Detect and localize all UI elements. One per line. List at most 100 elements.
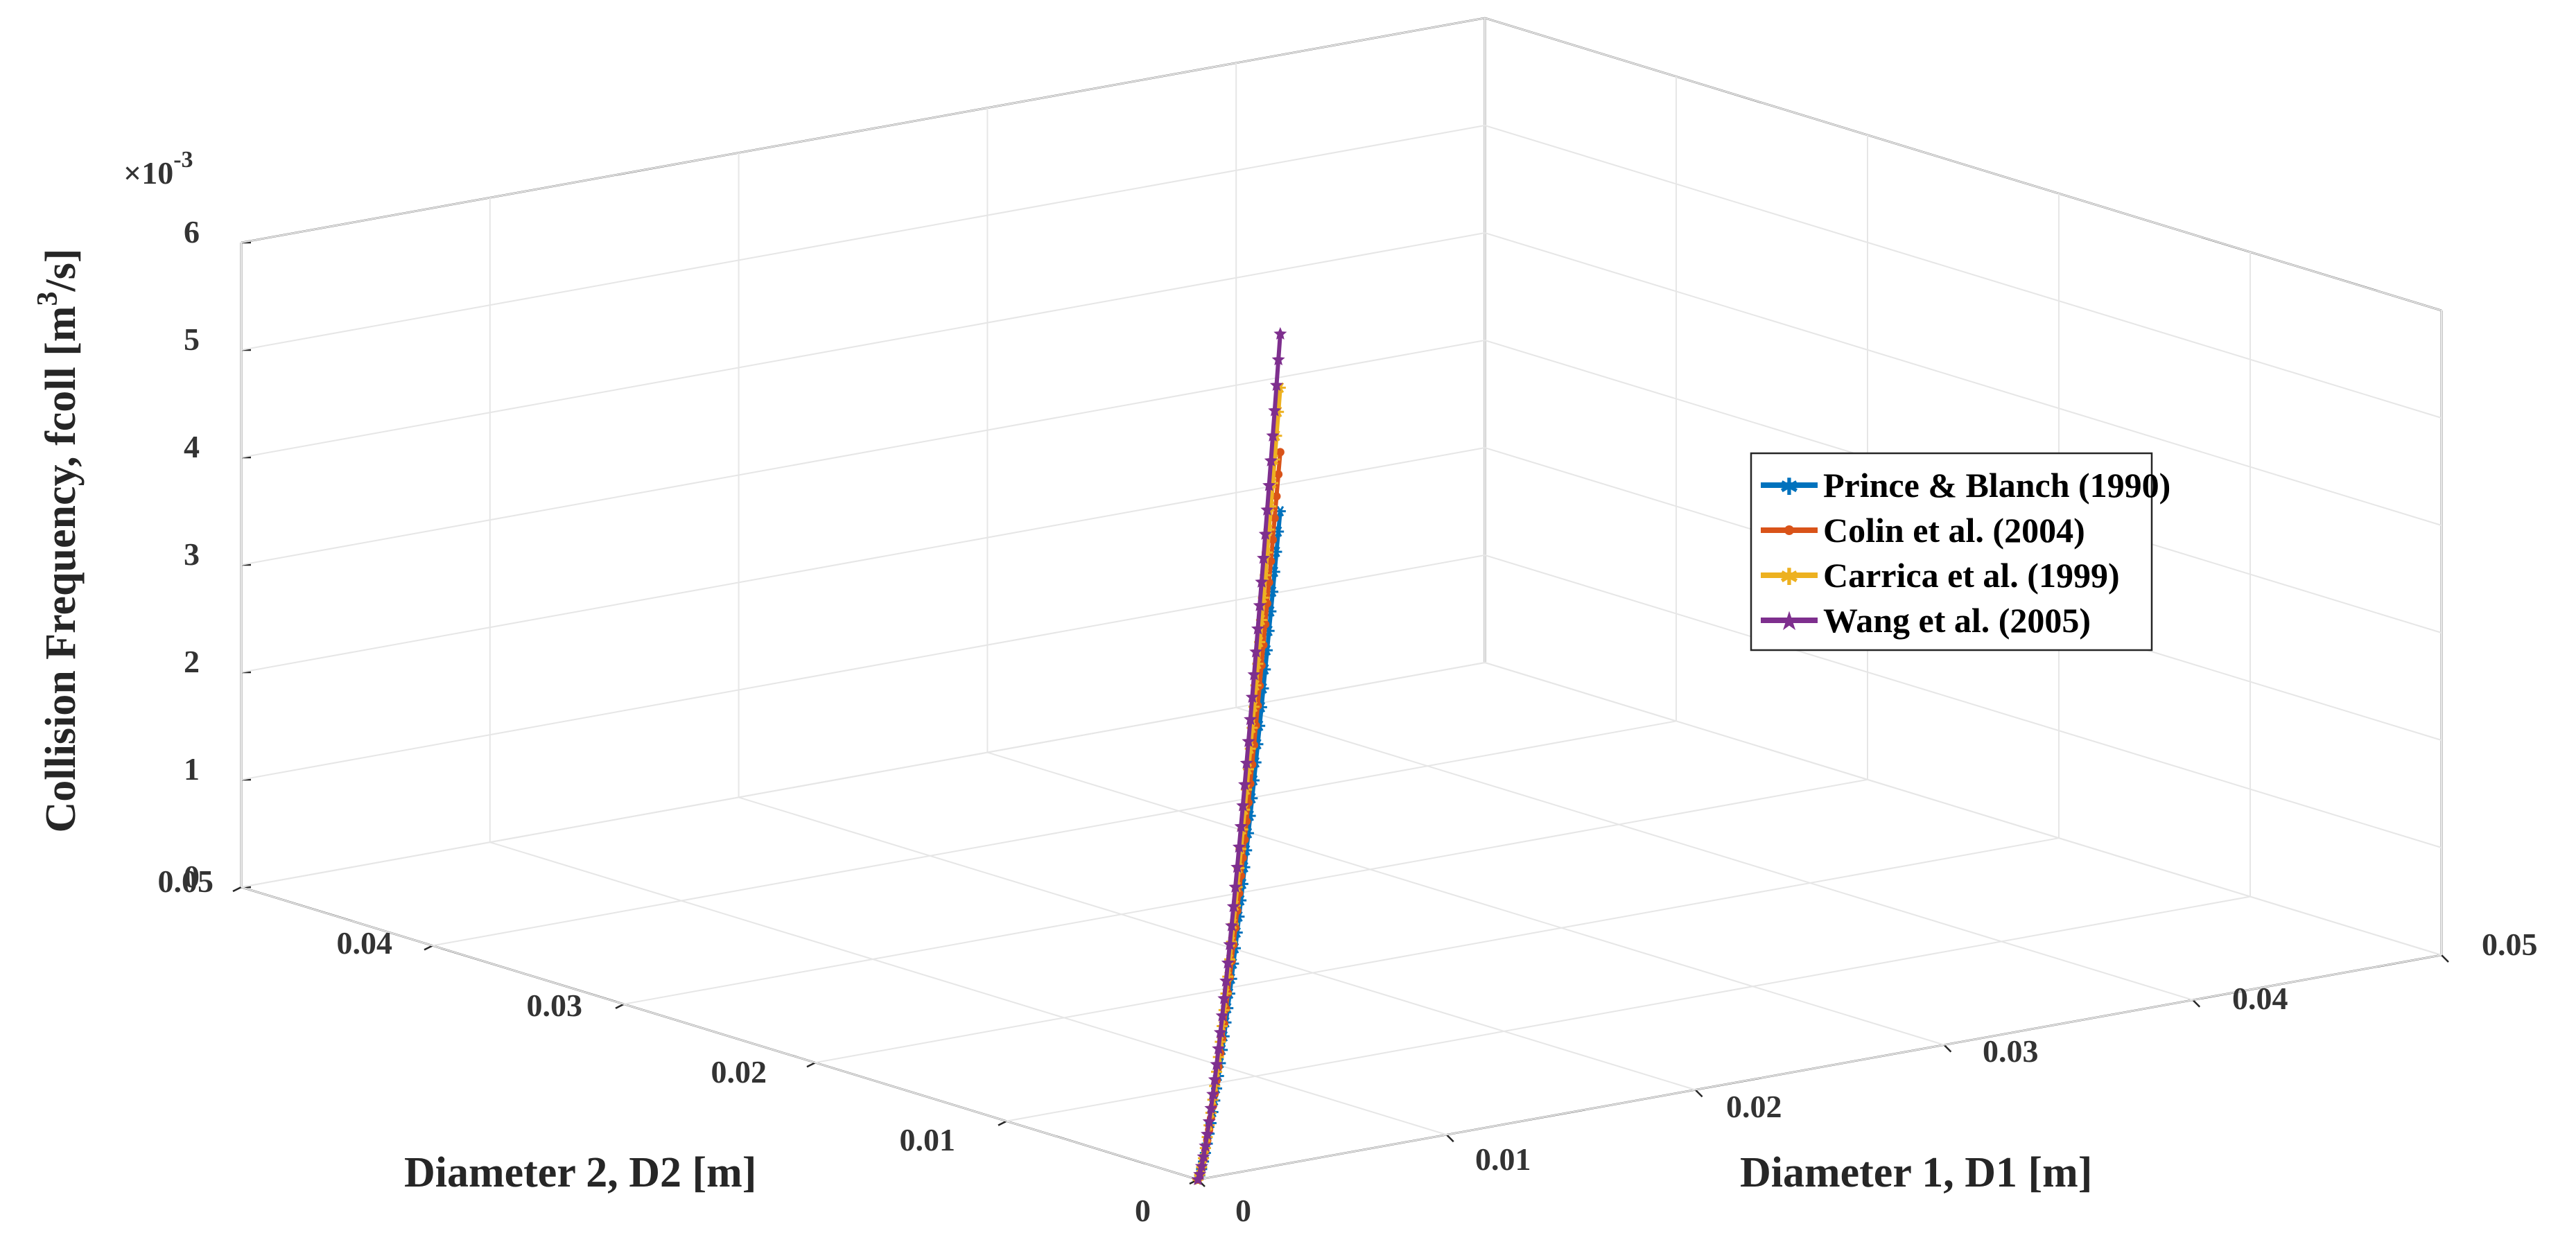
z-axis-label: Collision Frequency, fcoll [m3/s]: [32, 248, 85, 832]
legend-label-3: Wang et al. (2005): [1823, 601, 2091, 640]
legend-star-3: ★: [1777, 606, 1801, 636]
d1-tick-1: 0.01: [1475, 1142, 1531, 1177]
z-multiplier: ×10-3: [123, 147, 193, 191]
series-3-point-10: [1210, 1057, 1224, 1070]
z-tick-1: 1: [184, 751, 200, 787]
d2-tick-0: 0: [1135, 1193, 1151, 1228]
series-3-point-7: [1204, 1101, 1218, 1114]
series-3-point-38: [1262, 478, 1276, 491]
floor-grid-d2-2: [815, 837, 2060, 1064]
series-3-point-43: [1271, 353, 1285, 366]
z-tick-0: 0: [184, 859, 200, 894]
floor-grid-d2-3: [623, 778, 1868, 1005]
d2-tick-mark-2: [806, 1062, 816, 1068]
series-1-point-42: [1272, 492, 1281, 501]
series-3-point-36: [1258, 527, 1272, 540]
series-3-point-20: [1228, 880, 1242, 893]
legend-asterisk-2: ✱: [1779, 563, 1800, 591]
series-3-point-3: [1196, 1150, 1210, 1163]
legend-entry-0: ✱ Prince & Blanch (1990): [1761, 466, 2170, 505]
series-3-point-39: [1264, 453, 1278, 466]
d2-tick-mark-3: [615, 1003, 625, 1009]
series-3-point-2: [1194, 1159, 1208, 1172]
series-1-point-39: [1267, 557, 1276, 566]
d2-axis-label: Diameter 2, D2 [m]: [404, 1149, 756, 1196]
series-3-point-31: [1249, 645, 1263, 658]
legend-asterisk-0: ✱: [1779, 473, 1800, 501]
legend-box: [1750, 452, 2153, 651]
series-3-point-16: [1221, 956, 1235, 969]
series-3-point-12: [1213, 1025, 1227, 1038]
d1-tick-mark-5: [2441, 954, 2449, 963]
floor-grid-d1-1: [489, 841, 1447, 1136]
sidewall-grid-h-4: [1484, 232, 2442, 526]
series-3-point-22: [1232, 840, 1246, 853]
d1-tick-5: 0.05: [2482, 927, 2538, 962]
d2-tick-1: 0.01: [900, 1122, 956, 1157]
legend-dot-1: [1784, 525, 1794, 535]
series-3-point-14: [1217, 991, 1231, 1004]
series-3-point-40: [1266, 428, 1280, 441]
series-1-point-44: [1276, 448, 1285, 457]
series-3-point-27: [1242, 734, 1255, 747]
d2-tick-mark-1: [998, 1120, 1007, 1126]
series-3-point-18: [1225, 918, 1239, 931]
d2-tick-mark-5: [232, 886, 242, 893]
series-3-point-15: [1219, 974, 1233, 987]
legend-label-0: Prince & Blanch (1990): [1823, 466, 2170, 505]
d2-tick-mark-4: [424, 945, 433, 951]
series-3-point-9: [1208, 1072, 1221, 1085]
series-3: [1191, 326, 1287, 1186]
z-tick-labels: 0 1 2 3 4 5 6: [184, 214, 200, 894]
series-3-point-13: [1215, 1008, 1229, 1022]
series-2: [1192, 382, 1286, 1185]
z-tick-5: 5: [184, 322, 200, 357]
d2-tick-3: 0.03: [527, 988, 583, 1023]
floor-grid-d2-1: [1006, 895, 2251, 1122]
d1-tick-mark-1: [1445, 1134, 1454, 1143]
floor-grid-d2-4: [432, 720, 1677, 947]
d2-tick-4: 0.04: [337, 925, 393, 961]
legend-label-2: Carrica et al. (1999): [1823, 556, 2120, 595]
sidewall-grid-h-6: [1484, 17, 2442, 311]
series-3-point-29: [1245, 690, 1259, 703]
series-3-point-44: [1273, 326, 1287, 340]
series-3-point-23: [1234, 819, 1248, 832]
series-1-point-41: [1270, 514, 1279, 523]
z-tick-3: 3: [184, 536, 200, 572]
d1-tick-mark-3: [1943, 1044, 1952, 1053]
series-3-point-34: [1255, 575, 1269, 588]
series-3-point-5: [1200, 1127, 1215, 1140]
series-3-point-4: [1199, 1139, 1212, 1152]
legend-entry-2: ✱ Carrica et al. (1999): [1761, 556, 2120, 595]
series-3-point-32: [1251, 622, 1264, 635]
sidewall-grid-h-1: [1484, 554, 2442, 848]
d2-tick-labels: 0 0.01 0.02 0.03 0.04 0.05: [158, 864, 1151, 1228]
series-3-point-24: [1236, 798, 1250, 812]
floor-grid-d1-3: [987, 751, 1944, 1046]
floor-grid-d2-0: [1197, 954, 2442, 1180]
series-3-point-30: [1247, 667, 1261, 681]
floor-grid-d1-2: [738, 796, 1696, 1091]
series-3-point-17: [1223, 937, 1237, 950]
d2-tick-2: 0.02: [711, 1054, 767, 1090]
series-3-point-41: [1268, 403, 1282, 417]
d1-axis-label: Diameter 1, D1 [m]: [1740, 1149, 2092, 1196]
series-3-point-8: [1206, 1087, 1220, 1101]
series-3-point-0: [1191, 1173, 1205, 1186]
floor-grid-d1-4: [1235, 706, 2193, 1001]
series-3-point-33: [1253, 598, 1267, 611]
backwall-grid-h-1: [241, 554, 1486, 780]
backwall-grid-h-6: [241, 17, 1486, 243]
d2-tick-5: 0.05: [158, 864, 214, 899]
series-3-point-37: [1260, 502, 1274, 516]
series-3-point-35: [1257, 551, 1271, 564]
series-1-point-43: [1274, 470, 1283, 479]
sidewall-grid-h-5: [1484, 125, 2442, 419]
floor-grid-d1-0: [241, 886, 1199, 1180]
d1-tick-labels: 0 0.01 0.02 0.03 0.04 0.05: [1235, 927, 2538, 1228]
legend-entry-3: ★ Wang et al. (2005): [1761, 601, 2091, 640]
sidewall-grid-h-0: [1484, 662, 2442, 956]
series-3-point-26: [1239, 756, 1253, 769]
